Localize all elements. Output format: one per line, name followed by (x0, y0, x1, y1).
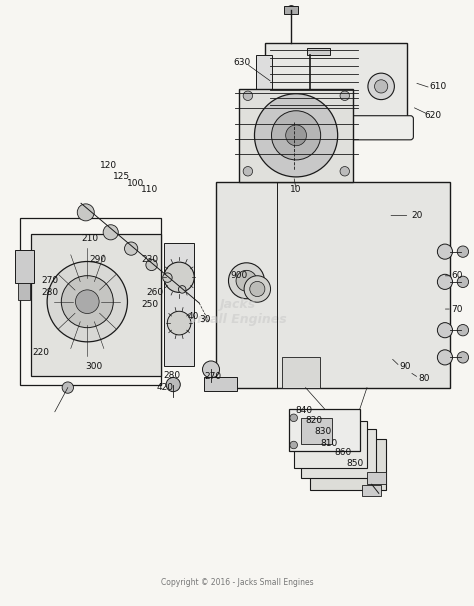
Circle shape (438, 275, 453, 290)
FancyBboxPatch shape (258, 116, 413, 140)
Text: 290: 290 (89, 255, 106, 264)
Bar (265, 43, 407, 122)
Circle shape (202, 361, 219, 378)
Text: 610: 610 (429, 82, 447, 91)
Text: 280: 280 (163, 371, 180, 380)
Text: 900: 900 (231, 271, 248, 281)
Text: 820: 820 (305, 416, 322, 425)
Circle shape (244, 276, 271, 302)
Circle shape (340, 91, 349, 101)
Bar (256, 55, 273, 110)
Text: 620: 620 (425, 111, 442, 120)
Text: 850: 850 (346, 459, 364, 468)
Bar (31, 233, 161, 376)
Text: 230: 230 (141, 255, 158, 264)
Bar (284, 5, 299, 14)
Bar (19, 218, 161, 385)
Bar (216, 182, 450, 388)
Circle shape (286, 125, 307, 145)
Text: 40: 40 (188, 312, 199, 321)
Bar (362, 485, 381, 496)
Text: 220: 220 (33, 348, 50, 357)
Circle shape (457, 276, 469, 287)
Text: 810: 810 (320, 439, 338, 448)
Text: 250: 250 (141, 300, 159, 308)
Circle shape (287, 5, 296, 14)
Circle shape (47, 262, 128, 342)
Circle shape (163, 273, 172, 282)
Circle shape (255, 94, 337, 177)
Circle shape (374, 80, 388, 93)
Text: 860: 860 (335, 448, 352, 458)
Text: 80: 80 (418, 374, 429, 383)
Text: 110: 110 (141, 185, 159, 194)
Circle shape (250, 281, 265, 296)
Circle shape (166, 378, 180, 391)
Text: 300: 300 (85, 362, 102, 371)
Text: 260: 260 (146, 288, 164, 296)
Text: 10: 10 (291, 185, 302, 194)
Text: 210: 210 (81, 234, 98, 243)
Text: 30: 30 (199, 315, 210, 324)
Circle shape (438, 350, 453, 365)
Bar (294, 421, 367, 468)
Circle shape (228, 263, 264, 299)
Bar (367, 472, 386, 484)
Text: Copyright © 2016 - Jacks Small Engines: Copyright © 2016 - Jacks Small Engines (161, 578, 313, 587)
Text: 90: 90 (399, 362, 410, 371)
Circle shape (236, 270, 257, 291)
Circle shape (146, 259, 157, 271)
Text: 420: 420 (157, 383, 173, 392)
Text: 270: 270 (41, 276, 58, 285)
Circle shape (457, 351, 469, 363)
Circle shape (272, 111, 320, 160)
Circle shape (290, 441, 298, 449)
Text: 100: 100 (127, 179, 144, 188)
Circle shape (61, 276, 113, 328)
Circle shape (167, 311, 191, 335)
Bar (204, 378, 237, 391)
Circle shape (164, 262, 194, 292)
Bar (18, 284, 30, 300)
Circle shape (290, 414, 298, 422)
Circle shape (62, 382, 73, 393)
Circle shape (75, 290, 99, 313)
Circle shape (103, 225, 118, 240)
Text: 125: 125 (113, 171, 130, 181)
Circle shape (243, 167, 253, 176)
Text: 70: 70 (451, 305, 463, 313)
Bar (164, 242, 194, 367)
Bar (301, 428, 376, 478)
Circle shape (77, 204, 94, 221)
Bar (310, 439, 386, 490)
Text: 280: 280 (41, 288, 58, 296)
Text: 830: 830 (314, 427, 332, 436)
Text: 630: 630 (233, 58, 250, 67)
Circle shape (340, 167, 349, 176)
Text: Jacks
Small Engines: Jacks Small Engines (188, 298, 286, 326)
Bar (239, 88, 353, 182)
Text: 120: 120 (100, 161, 117, 170)
Circle shape (178, 285, 186, 293)
Bar (15, 250, 34, 283)
Bar (282, 358, 319, 388)
Circle shape (368, 73, 394, 99)
Text: 270: 270 (204, 372, 221, 381)
Circle shape (457, 325, 469, 336)
Circle shape (243, 91, 253, 101)
Text: 840: 840 (296, 406, 313, 415)
Circle shape (438, 244, 453, 259)
Text: 60: 60 (451, 271, 463, 281)
Bar (301, 418, 331, 444)
Bar (307, 48, 330, 55)
Text: 20: 20 (411, 211, 422, 220)
Circle shape (457, 246, 469, 258)
Bar (289, 408, 360, 451)
Circle shape (125, 242, 138, 255)
Circle shape (438, 322, 453, 338)
